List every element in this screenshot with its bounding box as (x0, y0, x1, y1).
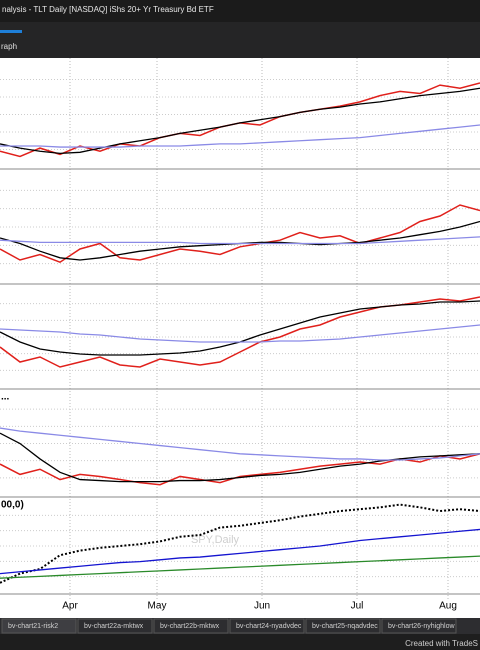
series-line (0, 124, 480, 148)
sheet-tab[interactable] (381, 618, 457, 634)
series-line (0, 204, 480, 264)
month-label: May (148, 601, 167, 612)
tab-bar (0, 22, 480, 58)
sheet-tab-label[interactable]: bv-chart26-nyhighlow (388, 623, 455, 630)
series-line (0, 555, 480, 579)
sheet-tab[interactable] (229, 618, 305, 634)
sheet-tab-label[interactable]: bv-chart24-nyadvdec (236, 623, 302, 630)
sheet-tab[interactable] (305, 618, 381, 634)
series-line (0, 503, 480, 584)
footer: Created with TradeS (405, 639, 478, 648)
tab-indicator (0, 30, 22, 33)
sheet-tab-label[interactable]: bv-chart21-risk2 (8, 623, 58, 630)
sheet-tab-label[interactable]: bv-chart22b-mktwx (160, 623, 220, 630)
pane-label: ... (1, 392, 10, 403)
series-line (0, 528, 480, 575)
sheet-tab-label[interactable]: bv-chart25-nqadvdec (312, 623, 378, 630)
sheet-tab[interactable] (1, 618, 77, 634)
status-bar (0, 634, 480, 650)
series-line (0, 236, 480, 245)
series-line (0, 427, 480, 461)
series-line (0, 432, 480, 483)
sheet-tab[interactable] (77, 618, 153, 634)
sheet-tab-label[interactable]: bv-chart22a-mktwx (84, 623, 144, 630)
tab[interactable]: raph (1, 42, 17, 51)
title-bar (0, 0, 480, 22)
time-axis (0, 600, 480, 618)
month-label: Aug (439, 601, 457, 612)
series-line (0, 87, 480, 155)
pane-label: 00,0) (1, 500, 24, 511)
watermark: SPY,Daily (191, 534, 240, 546)
month-label: Jun (254, 601, 270, 612)
sheet-tab[interactable] (153, 618, 229, 634)
series-line (0, 324, 480, 343)
chart-area (0, 58, 480, 600)
month-label: Apr (62, 601, 78, 612)
window-title: nalysis - TLT Daily [NASDAQ] iShs 20+ Yr… (2, 5, 214, 14)
month-label: Jul (351, 601, 364, 612)
